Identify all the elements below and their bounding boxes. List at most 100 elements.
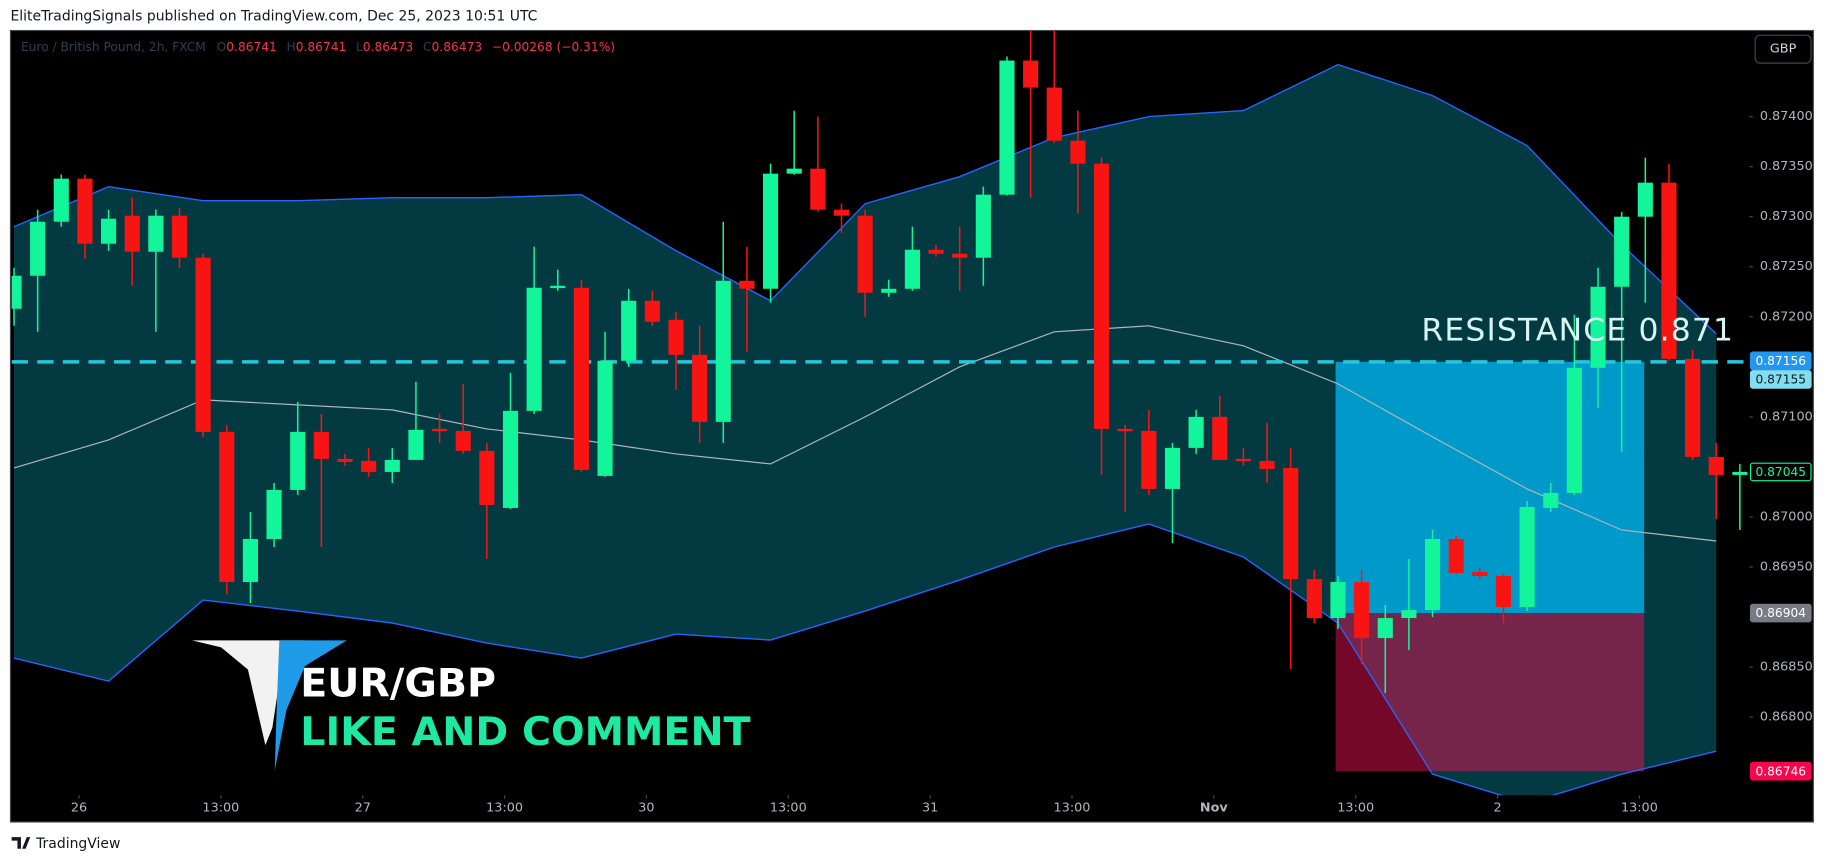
ohlc-key: L xyxy=(356,39,363,53)
candle-body xyxy=(1259,460,1275,469)
currency-button-box[interactable] xyxy=(1754,34,1812,64)
candle-body xyxy=(1401,610,1417,619)
candle-body xyxy=(975,194,991,258)
price-label-box xyxy=(1749,761,1812,781)
ohlc-value: 0.86473 xyxy=(363,39,414,53)
candle-body xyxy=(1685,358,1701,457)
legend-text: Euro / British Pound, 2h, FXCM O0.86741 … xyxy=(21,39,615,53)
band-upper xyxy=(13,63,1717,335)
y-tick-label: 0.86950 xyxy=(1760,560,1813,575)
candle-body xyxy=(597,360,613,476)
x-tick-label: 13:00 xyxy=(486,801,523,816)
candle-body xyxy=(810,168,826,210)
candle-body xyxy=(881,288,897,293)
candle-body xyxy=(1283,467,1299,580)
logo-blue xyxy=(274,640,347,771)
symbol: Euro / British Pound, 2h, FXCM xyxy=(21,39,206,53)
x-tick-label: 27 xyxy=(355,801,371,816)
axes: RESISTANCE 0.871 0.87400 0.87350 0.87300 0.8… xyxy=(71,109,1813,815)
candle-body xyxy=(11,275,22,309)
pair-text: EUR/GBP xyxy=(300,660,496,706)
x-tick-label: 30 xyxy=(638,801,654,816)
candle-body xyxy=(1093,163,1110,429)
candle-body xyxy=(1519,506,1535,608)
target-zone xyxy=(1335,361,1645,614)
candle-body xyxy=(644,300,660,322)
candle-body xyxy=(313,431,329,459)
candle-body xyxy=(384,459,400,472)
candle-body xyxy=(1614,216,1630,287)
candle-body xyxy=(337,458,353,462)
candle-body xyxy=(431,428,448,432)
candle-body xyxy=(1708,456,1724,475)
candle-body xyxy=(1732,471,1748,475)
stop-zone xyxy=(1335,613,1645,772)
ohlc-value: 0.86473 xyxy=(432,39,483,53)
logo-white xyxy=(192,640,305,746)
resistance-label: RESISTANCE 0.871 xyxy=(1421,313,1734,349)
candle-body xyxy=(1070,140,1086,164)
candle-body xyxy=(857,215,873,293)
candle-body xyxy=(668,319,684,355)
candle-body xyxy=(1330,582,1346,619)
price-label: 0.87155 xyxy=(1756,373,1807,387)
candle-body xyxy=(1235,458,1251,462)
price-label: 0.86904 xyxy=(1756,606,1807,620)
candle-body xyxy=(361,460,377,472)
price-label: 0.86746 xyxy=(1756,764,1807,778)
plot-area xyxy=(11,30,1750,796)
y-tick-label: 0.87200 xyxy=(1760,309,1813,324)
candle-body xyxy=(53,178,69,222)
x-tick-label: 13:00 xyxy=(1337,801,1374,816)
candle-body xyxy=(715,280,731,422)
footer-text: TradingView xyxy=(35,836,120,852)
candle-body xyxy=(1590,286,1606,368)
y-tick-label: 0.87350 xyxy=(1760,159,1813,174)
ohlc-key: O xyxy=(217,39,227,53)
ohlc-value: 0.86741 xyxy=(296,39,347,53)
candle-body xyxy=(195,257,211,432)
x-tick-label: 2 xyxy=(1493,801,1501,816)
candle-body xyxy=(1188,416,1204,448)
candle-body xyxy=(928,249,944,254)
x-tick-label: 13:00 xyxy=(770,801,807,816)
candle-body xyxy=(1141,430,1157,489)
x-tick-label: 31 xyxy=(922,801,938,816)
price-label-box xyxy=(1749,462,1812,482)
price-label-box xyxy=(1749,603,1812,623)
candle-body xyxy=(101,218,117,244)
candle-body xyxy=(77,178,93,244)
ohlc-key: C xyxy=(423,39,432,53)
y-tick-label: 0.87250 xyxy=(1760,259,1813,274)
candle-body xyxy=(904,249,920,289)
candle-body xyxy=(1543,492,1559,508)
candle-body xyxy=(479,450,495,505)
price-label-box xyxy=(1749,370,1812,389)
candle-body xyxy=(1495,576,1512,608)
candle-body xyxy=(550,285,566,289)
candle-body xyxy=(408,429,424,460)
y-tick-label: 0.87100 xyxy=(1760,409,1813,424)
candle-body xyxy=(1377,618,1393,639)
y-tick-label: 0.87000 xyxy=(1760,509,1813,524)
call-text: LIKE AND COMMENT xyxy=(300,709,750,755)
candle-body xyxy=(1117,428,1133,432)
x-tick-label: 13:00 xyxy=(202,801,239,816)
band-fill xyxy=(14,64,1717,796)
candle-body xyxy=(502,410,519,508)
candle-body xyxy=(1023,60,1039,88)
x-tick-label: 26 xyxy=(71,801,87,816)
candle-body xyxy=(1306,579,1322,619)
candle-body xyxy=(1472,572,1488,577)
candle-body xyxy=(1046,87,1062,141)
currency-button[interactable]: GBP xyxy=(1754,34,1812,64)
currency-label[interactable]: GBP xyxy=(1770,42,1797,57)
publisher-line: EliteTradingSignals published on Trading… xyxy=(10,9,537,25)
price-label: 0.87156 xyxy=(1756,354,1807,368)
candle-body xyxy=(999,60,1015,195)
candle-body xyxy=(30,221,46,276)
candle-body xyxy=(266,489,282,539)
band-lower xyxy=(13,523,1717,796)
candle-body xyxy=(1637,182,1653,217)
y-tick-label: 0.86800 xyxy=(1760,710,1813,725)
